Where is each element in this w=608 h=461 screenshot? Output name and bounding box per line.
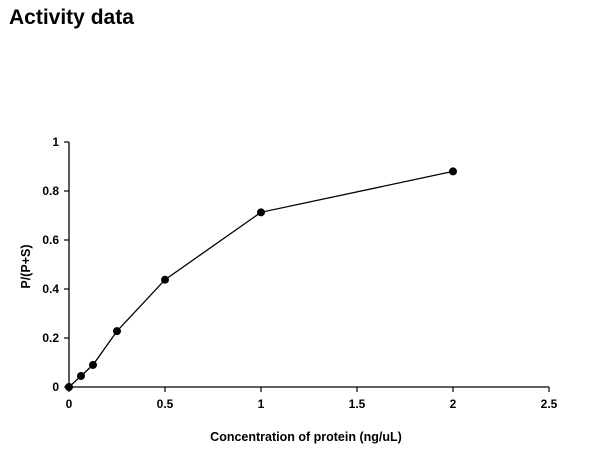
x-tick-label: 0.5	[157, 397, 174, 411]
series-line	[68, 170, 454, 388]
data-point	[77, 371, 85, 380]
chart-axes	[68, 142, 549, 388]
chart-ticks: 0 0.5 1 1.5 2 2.5 0 0.2 0.4 0.6 0.8 1	[42, 135, 557, 411]
data-point	[257, 208, 265, 217]
x-axis-title: Concentration of protein (ng/uL)	[210, 430, 402, 444]
x-tick-label: 1.5	[349, 397, 366, 411]
data-point	[89, 360, 97, 369]
chart-series	[65, 167, 457, 391]
y-tick-label: 1	[52, 135, 59, 149]
x-tick-label: 2	[450, 397, 457, 411]
y-axis-title: P/(P+S)	[19, 244, 33, 288]
x-tick-label: 2.5	[541, 397, 558, 411]
y-tick-label: 0.6	[42, 233, 59, 247]
data-point	[449, 167, 457, 176]
x-tick-label: 1	[258, 397, 265, 411]
data-point	[161, 275, 169, 284]
page-title: Activity data	[9, 6, 134, 29]
data-point	[113, 327, 121, 336]
y-tick-label: 0.2	[42, 331, 59, 345]
y-tick-label: 0.4	[42, 282, 59, 296]
y-tick-label: 0	[52, 380, 59, 394]
x-tick-label: 0	[66, 397, 73, 411]
data-point	[65, 383, 73, 391]
y-tick-label: 0.8	[42, 184, 59, 198]
